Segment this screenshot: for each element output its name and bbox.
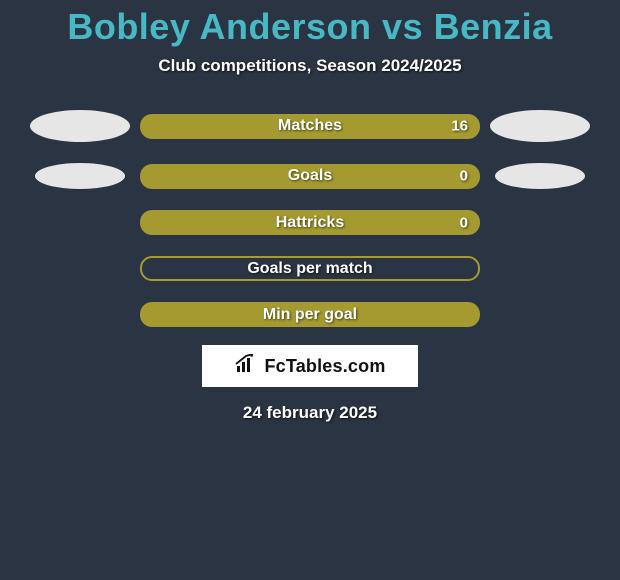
stat-label: Hattricks	[276, 214, 344, 232]
vs-text: vs	[382, 6, 423, 47]
comparison-card: Bobley Anderson vs Benzia Club competiti…	[0, 0, 620, 580]
player-marker-left	[30, 110, 130, 142]
stat-label: Goals per match	[247, 260, 372, 278]
chart-icon	[234, 354, 258, 379]
stat-label: Matches	[278, 117, 342, 135]
player-marker-right	[495, 163, 585, 189]
stat-bar-goals-per-match: Goals per match	[140, 256, 480, 281]
page-title: Bobley Anderson vs Benzia	[0, 6, 620, 48]
stat-row: Goals per match	[0, 256, 620, 281]
stat-row: Matches 16	[0, 110, 620, 142]
logo-text: FcTables.com	[264, 356, 385, 377]
stat-label: Goals	[288, 167, 332, 185]
stat-bar-hattricks: Hattricks 0	[140, 210, 480, 235]
stat-value: 0	[460, 214, 468, 231]
stat-row: Hattricks 0	[0, 210, 620, 235]
fctables-logo[interactable]: FcTables.com	[202, 345, 418, 387]
subtitle: Club competitions, Season 2024/2025	[0, 56, 620, 76]
stat-bar-min-per-goal: Min per goal	[140, 302, 480, 327]
stat-row: Min per goal	[0, 302, 620, 327]
right-slot	[480, 163, 600, 189]
right-slot	[480, 110, 600, 142]
left-slot	[20, 163, 140, 189]
stat-bar-matches: Matches 16	[140, 114, 480, 139]
stat-row: Goals 0	[0, 163, 620, 189]
date-text: 24 february 2025	[0, 403, 620, 423]
stat-rows: Matches 16 Goals 0 Hattricks 0	[0, 110, 620, 327]
stat-bar-goals: Goals 0	[140, 164, 480, 189]
player2-name: Benzia	[434, 6, 553, 47]
player-marker-right	[490, 110, 590, 142]
stat-value: 0	[460, 168, 468, 185]
player-marker-left	[35, 163, 125, 189]
stat-label: Min per goal	[263, 306, 357, 324]
left-slot	[20, 110, 140, 142]
stat-value: 16	[451, 118, 468, 135]
player1-name: Bobley Anderson	[67, 6, 371, 47]
